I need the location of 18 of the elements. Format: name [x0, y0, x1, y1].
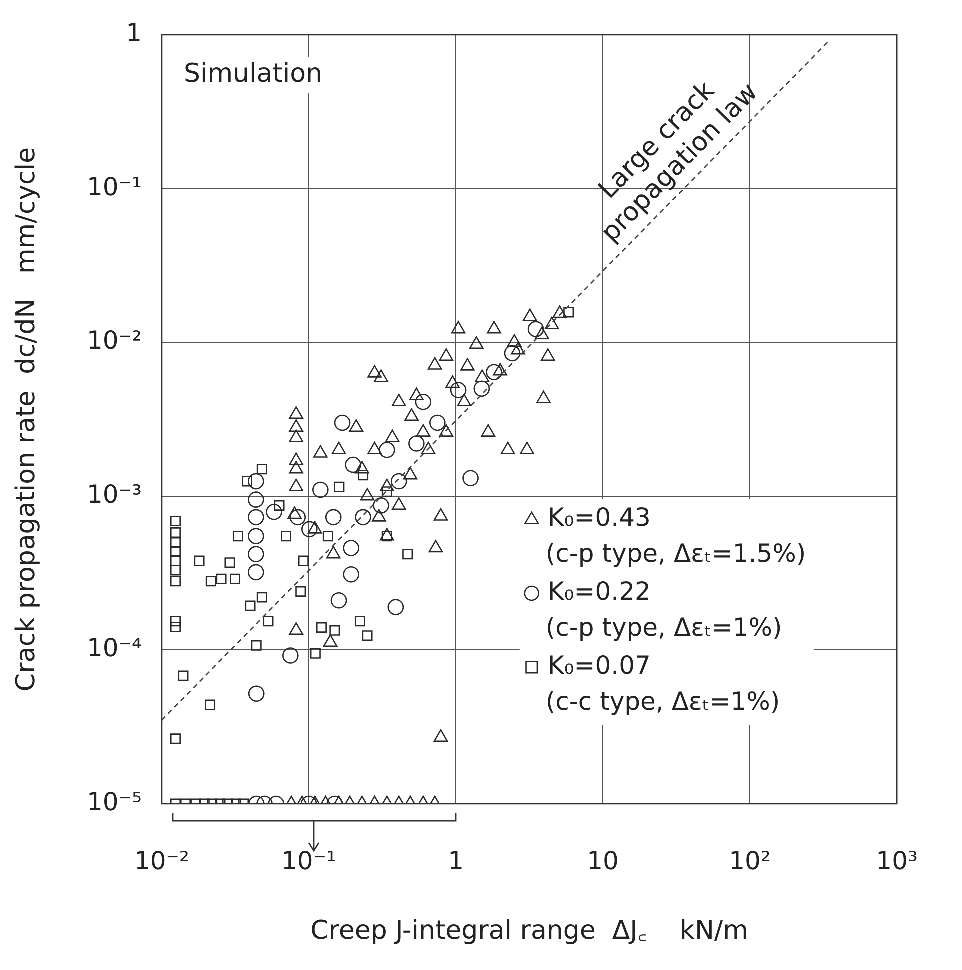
x-tick-label: 1 — [448, 846, 464, 876]
legend-label: K₀=0.43 (c-p type, Δεₜ=1.5%) — [546, 502, 806, 568]
annotation: Simulation — [184, 58, 322, 89]
x-tick-label: 10³ — [876, 846, 918, 876]
y-tick-label: 10⁻⁵ — [86, 788, 142, 816]
y-tick-label: 10⁻² — [86, 326, 142, 356]
y-tick-label: 10⁻³ — [86, 480, 142, 509]
legend-label: K₀=0.22 (c-p type, Δεₜ=1%) — [546, 576, 782, 642]
y-axis-title: Crack propagation rate dc/dN mm/cycle — [11, 147, 42, 692]
y-tick-label: 1 — [126, 18, 142, 48]
x-tick-label: 10 — [587, 846, 619, 876]
x-tick-label: 10⁻¹ — [282, 846, 337, 876]
x-tick-label: 10⁻² — [134, 846, 190, 876]
y-tick-label: 10⁻⁴ — [86, 634, 142, 663]
x-axis-title: Creep J-integral range ΔJ꜀ kN/m — [310, 916, 748, 946]
x-tick-label: 10² — [729, 846, 771, 876]
y-tick-label: 10⁻¹ — [86, 172, 142, 202]
legend-label: K₀=0.07 (c-c type, Δεₜ=1%) — [546, 650, 780, 716]
